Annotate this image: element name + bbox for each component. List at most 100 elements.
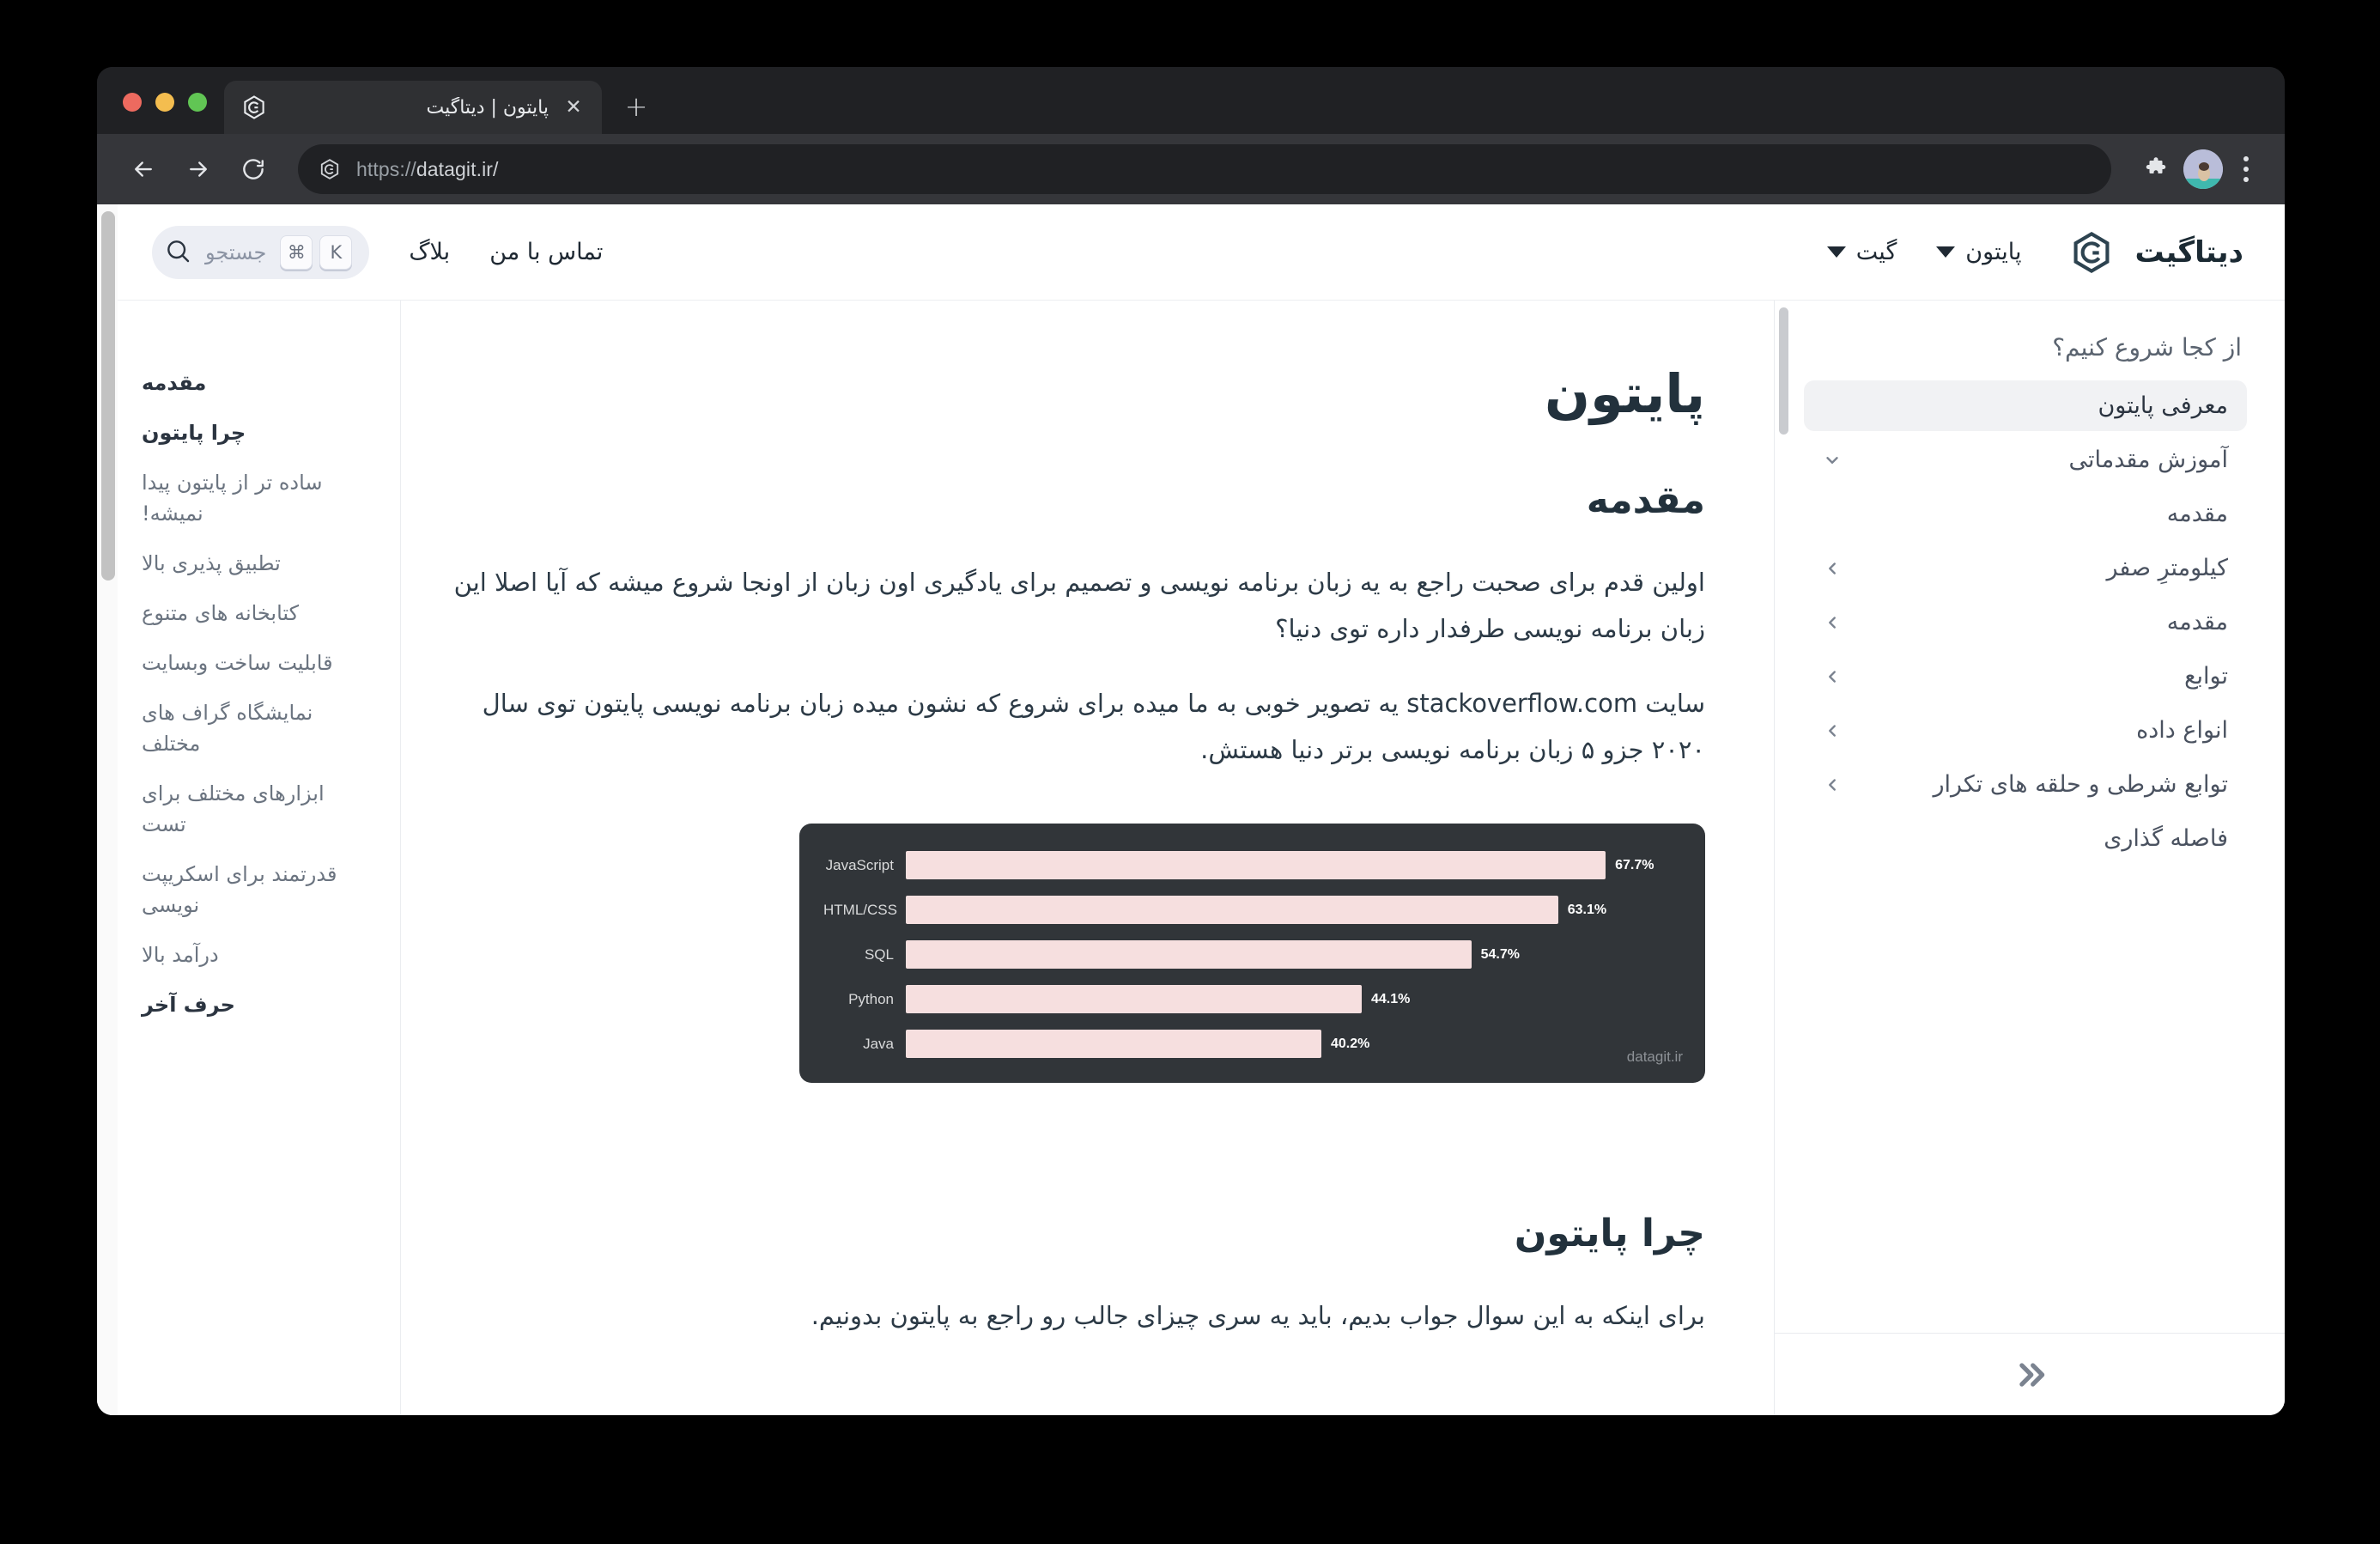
chart-bar [906, 985, 1362, 1014]
shortcut-key-command: ⌘ [280, 234, 313, 270]
sidebar-item-intro-python[interactable]: معرفی پایتون [1804, 380, 2247, 431]
chart-bar-track: 63.1% [906, 891, 1681, 930]
toc-item[interactable]: ابزارهای مختلف برای تست [142, 781, 325, 836]
nav-link-blog[interactable]: بلاگ [409, 239, 451, 265]
chart-watermark: datagit.ir [1626, 1048, 1683, 1065]
chart-bar-row: HTML/CSS 63.1% [823, 891, 1681, 930]
close-tab-button[interactable]: ✕ [565, 95, 582, 119]
datagit-logo-icon [240, 93, 269, 122]
sidebar-item-kilometer-sefr[interactable]: کیلومترِ صفر [1804, 543, 2247, 593]
chevron-down-icon [1826, 246, 1846, 258]
datagit-logo-icon [2067, 228, 2116, 277]
paragraph-2: سایت stackoverflow.com یه تصویر خوبی به … [482, 689, 1705, 764]
chart-value-label: 67.7% [1615, 857, 1654, 872]
browser-window: پایتون | دیتاگیت ✕ + https://datagit.ir/ [97, 67, 2285, 1415]
chart-bar-row: Python 44.1% [823, 980, 1681, 1019]
address-bar-url: https://datagit.ir/ [356, 158, 499, 181]
double-chevron-right-icon [2019, 1362, 2045, 1387]
doc-sidebar-title: از کجا شروع کنیم؟ [2052, 333, 2242, 362]
sidebar-item-basic-training[interactable]: آموزش مقدماتی [1804, 435, 2247, 485]
section-heading-why-python: چرا پایتون [1514, 1211, 1705, 1255]
chart-bar-track: 67.7% [906, 846, 1681, 885]
toc-item[interactable]: ساده تر از پایتون پیدا نمیشه! [142, 471, 323, 526]
brand-name: دیتاگیت [2134, 234, 2243, 270]
web-page: دیتاگیت پایتون گیت [118, 204, 2285, 1415]
nav-dropdown-python[interactable]: پایتون [1936, 239, 2021, 265]
toc-item[interactable]: قدرتمند برای اسکریپت نویسی [142, 862, 337, 917]
article-content: پایتون مقدمه اولین قدم برای صحبت راجع به… [401, 301, 1774, 1415]
toc-item[interactable]: کتابخانه های متنوع [142, 601, 300, 625]
chart-category-label: Java [863, 1035, 894, 1052]
chart-rows: JavaScript 67.7% HTML/CSS 63.1% SQL 54.7% Pyth… [823, 846, 1681, 1064]
chart-bar [906, 851, 1606, 880]
chevron-down-icon [1936, 246, 1956, 258]
doc-sidebar-list: از کجا شروع کنیم؟ معرفی پایتون آموزش مقد… [1775, 301, 2285, 1333]
chart-value-label: 44.1% [1370, 991, 1411, 1006]
browser-menu-button[interactable] [2226, 149, 2266, 189]
close-window-button[interactable] [123, 93, 142, 112]
toc-item[interactable]: درآمد بالا [142, 943, 219, 967]
sidebar-scrollbar-thumb[interactable] [1779, 307, 1788, 435]
search-icon [164, 237, 191, 268]
browser-tab[interactable]: پایتون | دیتاگیت ✕ [224, 81, 602, 134]
chart-category-label: JavaScript [825, 856, 894, 873]
doc-sidebar: از کجا شروع کنیم؟ معرفی پایتون آموزش مقد… [1774, 301, 2285, 1415]
avatar[interactable] [2183, 149, 2223, 189]
sidebar-item-spacing[interactable]: فاصله گذاری [1804, 813, 2247, 864]
window-controls [97, 93, 224, 134]
chart-bar-row: SQL 54.7% [823, 935, 1681, 975]
back-button[interactable] [119, 145, 167, 193]
shortcut-key-k: K [319, 234, 353, 270]
puzzle-icon[interactable] [2132, 145, 2180, 193]
minimize-window-button[interactable] [155, 93, 174, 112]
chart-bar [906, 940, 1472, 970]
sidebar-item-label: کیلومترِ صفر [2106, 555, 2228, 581]
sidebar-item-functions[interactable]: توابع [1804, 651, 2247, 702]
sidebar-item-label: توابع شرطی و حلقه های تکرار [1933, 771, 2228, 798]
maximize-window-button[interactable] [188, 93, 207, 112]
forward-button[interactable] [174, 145, 222, 193]
brand[interactable]: دیتاگیت [2067, 228, 2243, 277]
url-scheme: https:// [356, 157, 416, 180]
toc-item[interactable]: چرا پایتون [142, 421, 246, 445]
tab-title: پایتون | دیتاگیت [426, 96, 549, 119]
paragraph-1: اولین قدم برای صحبت راجع به یه زبان برنا… [453, 568, 1705, 643]
sidebar-item-moghaddame-1[interactable]: مقدمه [1804, 489, 2247, 539]
sidebar-item-label: انواع داده [2136, 717, 2228, 744]
toc-item[interactable]: نمایشگاه گراف های مختلف [142, 701, 313, 756]
chart-bar [906, 1030, 1321, 1059]
table-of-contents: مقدمه چرا پایتون ساده تر از پایتون پیدا نم… [118, 301, 401, 1415]
toc-item[interactable]: مقدمه [142, 371, 207, 395]
sidebar-item-moghaddame-2[interactable]: مقدمه [1804, 597, 2247, 647]
chart-bar-row: JavaScript 67.7% [823, 846, 1681, 885]
page-viewport: دیتاگیت پایتون گیت [97, 204, 2285, 1415]
new-tab-button[interactable]: + [624, 90, 648, 123]
sidebar-item-label: توابع [2184, 663, 2228, 690]
header-actions: تماس با من بلاگ K ⌘ جستجو [152, 225, 604, 279]
chart-bar-row: Java 40.2% [823, 1024, 1681, 1064]
page-scrollbar[interactable] [97, 204, 118, 1415]
nav-link-contact[interactable]: تماس با من [489, 239, 604, 265]
search-shortcut: K ⌘ [280, 234, 353, 270]
nav-dropdown-python-label: پایتون [1965, 239, 2022, 265]
chart-category-label: Python [848, 990, 894, 1007]
tab-strip: پایتون | دیتاگیت ✕ + [97, 67, 2285, 134]
toc-item[interactable]: تطبیق پذیری بالا [142, 551, 281, 575]
reload-button[interactable] [229, 145, 277, 193]
toc-item[interactable]: قابلیت ساخت وبسایت [142, 651, 333, 675]
url-host: datagit.ir/ [416, 157, 499, 180]
page-scrollbar-thumb[interactable] [101, 211, 115, 581]
sidebar-item-data-types[interactable]: انواع داده [1804, 705, 2247, 756]
sidebar-collapse-button[interactable] [1775, 1333, 2285, 1415]
toc-item[interactable]: حرف آخر [142, 993, 235, 1017]
chevron-left-icon [1823, 559, 1842, 578]
search-placeholder: جستجو [205, 240, 267, 264]
search-button[interactable]: K ⌘ جستجو [152, 225, 370, 279]
sidebar-item-label: آموزش مقدماتی [2068, 447, 2229, 473]
sidebar-item-conditionals-loops[interactable]: توابع شرطی و حلقه های تکرار [1804, 759, 2247, 810]
chart-value-label: 40.2% [1331, 1036, 1370, 1051]
address-bar[interactable]: https://datagit.ir/ [298, 144, 2111, 194]
page-title: پایتون [1545, 362, 1705, 425]
chevron-left-icon [1823, 613, 1842, 632]
nav-dropdown-git[interactable]: گیت [1826, 239, 1897, 265]
